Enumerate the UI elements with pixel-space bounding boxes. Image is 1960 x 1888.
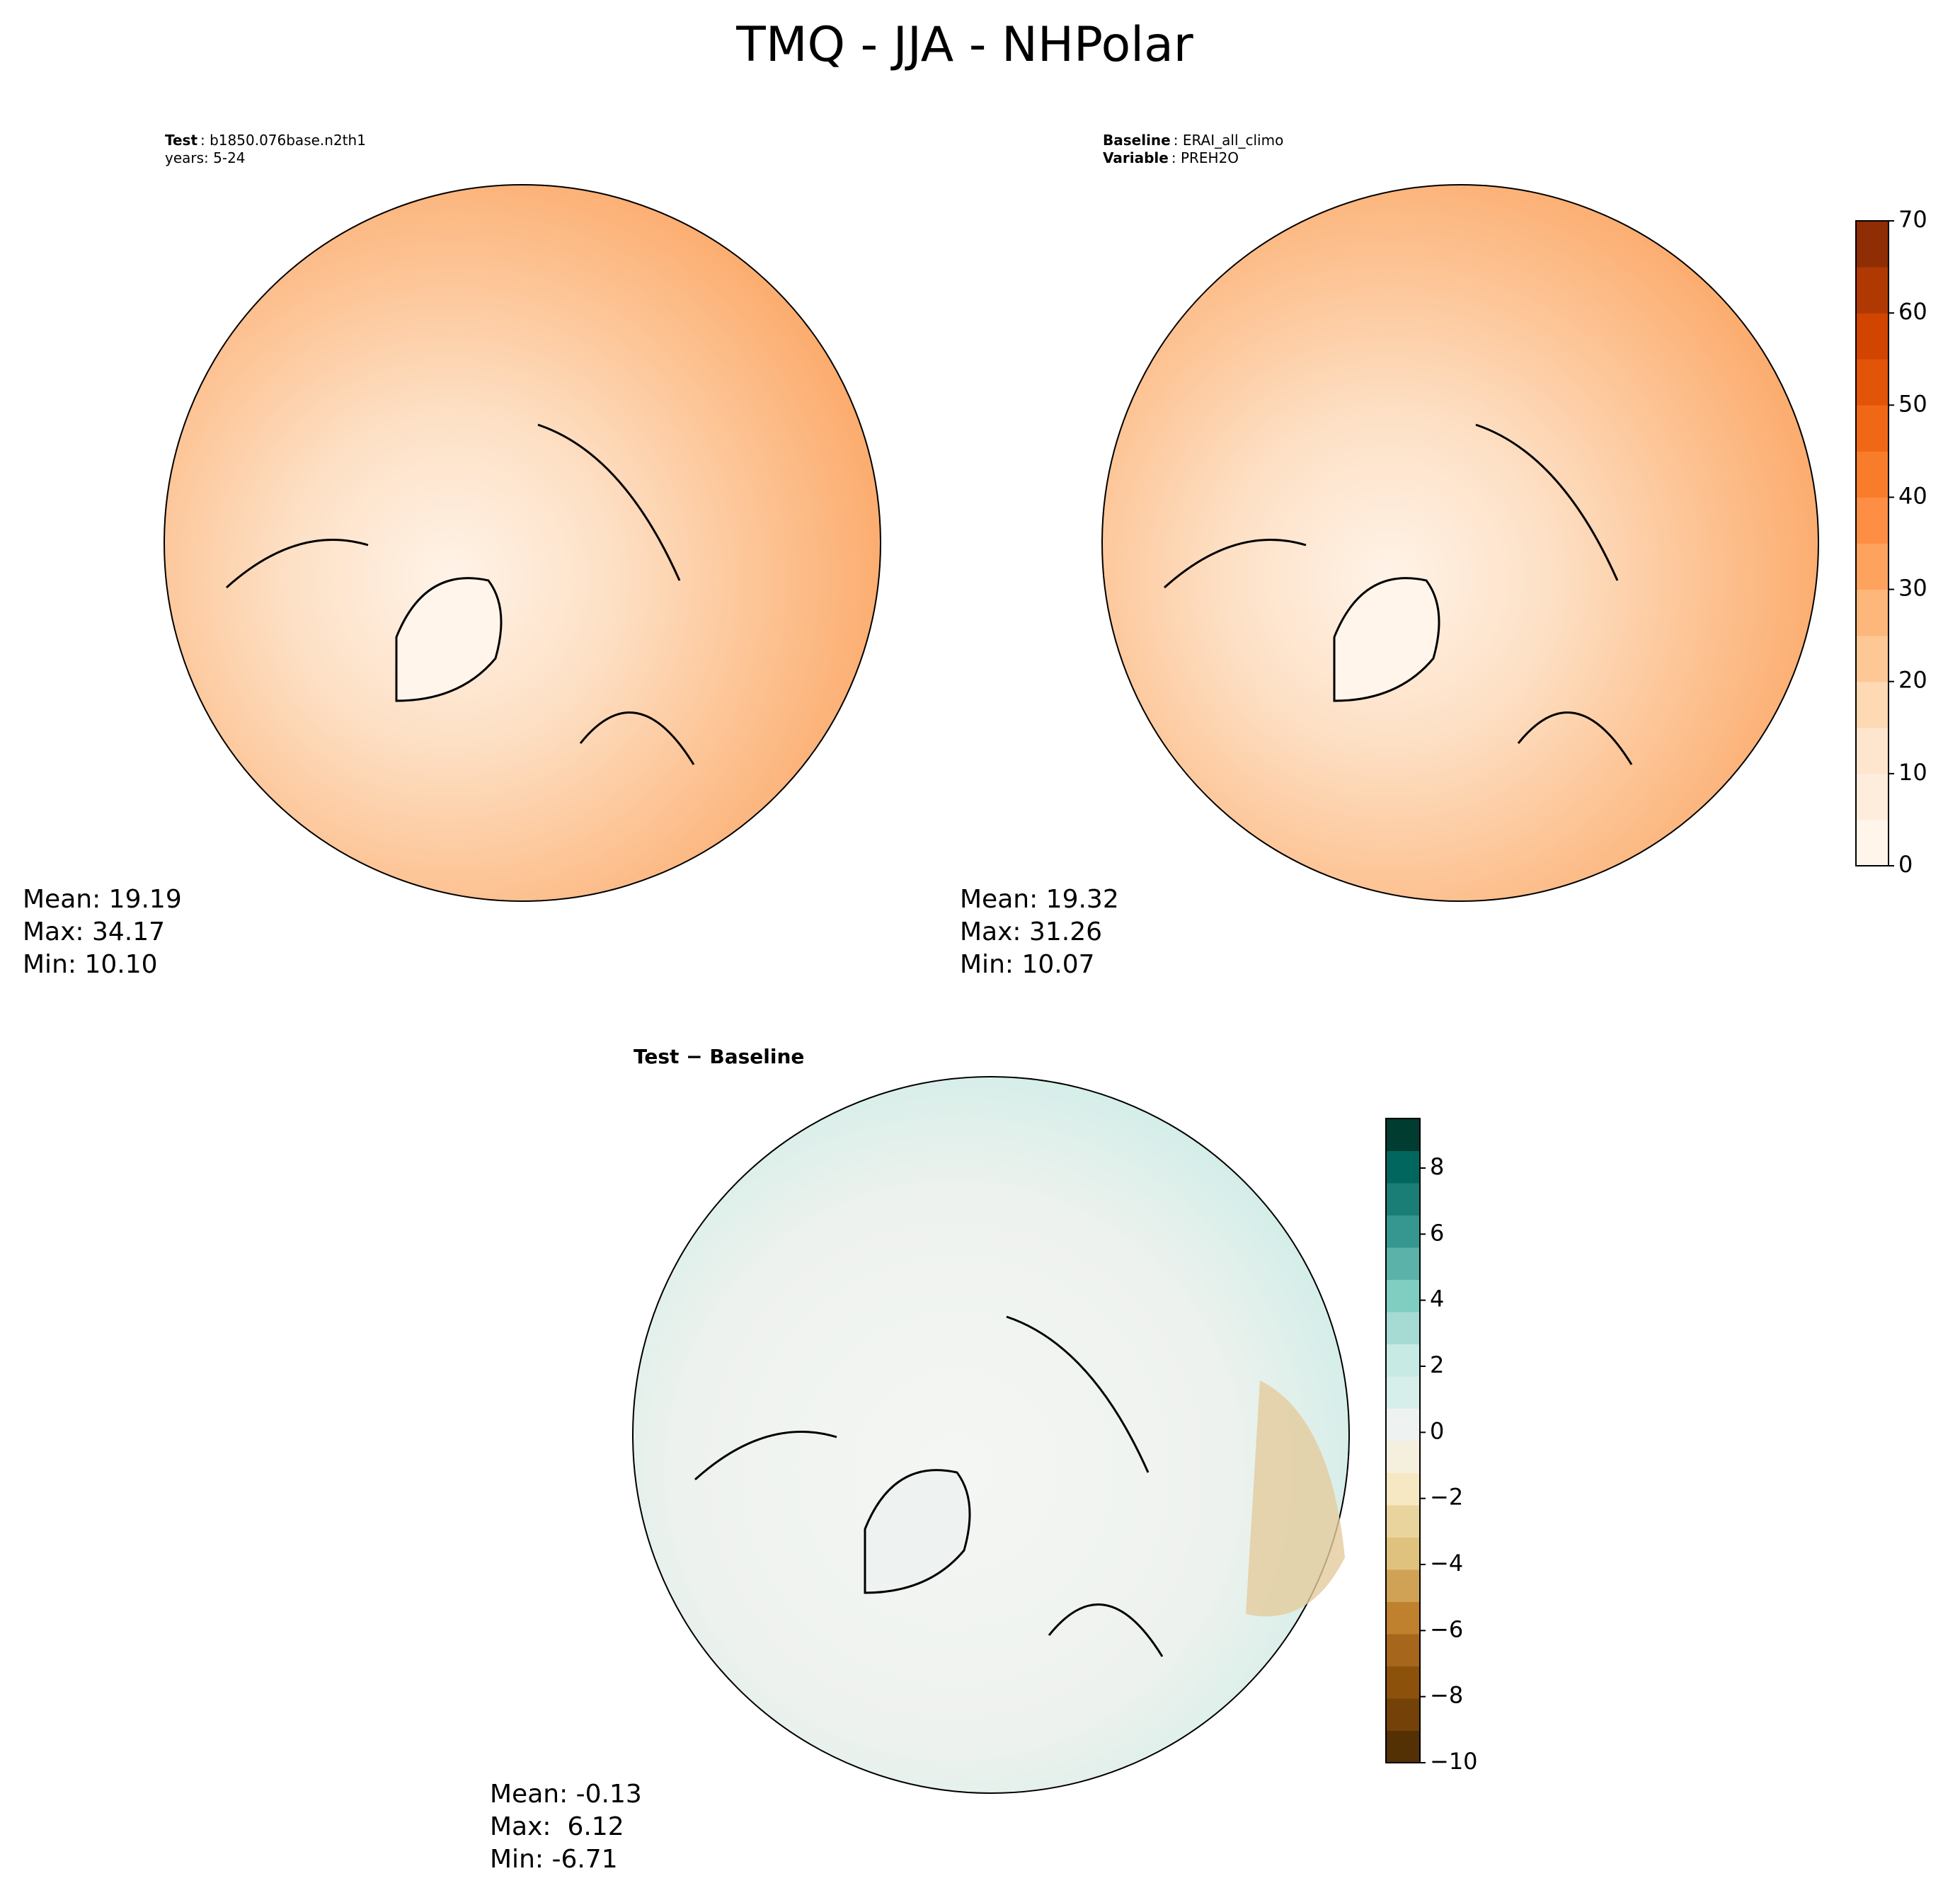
colorbar-tick-label: 0 bbox=[1430, 1417, 1444, 1444]
stat-line: Max: 31.26 bbox=[960, 917, 1102, 946]
map-baseline bbox=[1101, 184, 1819, 902]
colorbar-tick-label: 70 bbox=[1898, 206, 1927, 233]
colorbar-band bbox=[1856, 773, 1889, 820]
colorbar-tick-label: −4 bbox=[1430, 1550, 1463, 1577]
colorbar-band bbox=[1386, 1376, 1420, 1409]
colorbar-band bbox=[1386, 1150, 1420, 1184]
stat-line: Mean: -0.13 bbox=[490, 1780, 642, 1809]
colorbar-frame bbox=[1385, 1118, 1421, 1763]
panel-header: Test − Baseline bbox=[634, 1045, 804, 1068]
colorbar-band bbox=[1856, 451, 1889, 498]
colorbar-tick-label: 8 bbox=[1430, 1153, 1444, 1180]
colorbar-tick-label: 6 bbox=[1430, 1219, 1444, 1246]
colorbar-band bbox=[1856, 635, 1889, 682]
colorbar-tick-label: −2 bbox=[1430, 1484, 1463, 1511]
colorbar-band bbox=[1386, 1569, 1420, 1602]
panel-header: Variable: PREH2O bbox=[1103, 149, 1239, 166]
stat-line: Min: -6.71 bbox=[490, 1845, 618, 1874]
colorbar-band bbox=[1856, 543, 1889, 590]
stat-line: Min: 10.07 bbox=[960, 950, 1095, 979]
colorbar-band bbox=[1386, 1441, 1420, 1473]
stat-line: Min: 10.10 bbox=[23, 950, 158, 979]
colorbar-tick-label: 50 bbox=[1898, 390, 1927, 417]
header-label: Test − Baseline bbox=[634, 1045, 804, 1068]
stat-line: Mean: 19.32 bbox=[960, 885, 1119, 914]
stat-line: Max: 6.12 bbox=[490, 1812, 624, 1841]
colorbar-tick-label: 30 bbox=[1898, 575, 1927, 602]
map-difference bbox=[632, 1076, 1350, 1794]
colorbar-band bbox=[1856, 497, 1889, 544]
colorbar-band bbox=[1856, 589, 1889, 636]
panel-header: Baseline: ERAI_all_climo bbox=[1103, 132, 1283, 149]
colorbar-tick-label: 20 bbox=[1898, 667, 1927, 694]
panel-header: years: 5-24 bbox=[165, 149, 246, 166]
colorbar-band bbox=[1856, 727, 1889, 774]
header-label: Variable bbox=[1103, 149, 1169, 166]
colorbar-band bbox=[1386, 1634, 1420, 1666]
colorbar-tick-label: 0 bbox=[1898, 851, 1913, 878]
stat-line: Mean: 19.19 bbox=[23, 885, 182, 914]
colorbar-band bbox=[1386, 1344, 1420, 1377]
colorbar-band bbox=[1856, 267, 1889, 314]
colorbar-band bbox=[1386, 1537, 1420, 1570]
colorbar-band bbox=[1386, 1312, 1420, 1344]
map-test bbox=[164, 184, 881, 902]
header-label: Baseline bbox=[1103, 132, 1171, 149]
colorbar-band bbox=[1856, 221, 1889, 268]
header-label: Test bbox=[165, 132, 197, 149]
colorbar-band bbox=[1386, 1408, 1420, 1441]
colorbar-band bbox=[1856, 359, 1889, 406]
stat-line: Max: 34.17 bbox=[23, 917, 165, 946]
panel-header: Test: b1850.076base.n2th1 bbox=[165, 132, 366, 149]
colorbar-band bbox=[1386, 1698, 1420, 1731]
colorbar-band bbox=[1386, 1601, 1420, 1635]
colorbar-tick-label: 2 bbox=[1430, 1351, 1444, 1378]
colorbar-band bbox=[1856, 313, 1889, 360]
header-text: years: 5-24 bbox=[165, 149, 246, 166]
colorbar-band bbox=[1386, 1505, 1420, 1538]
colorbar-band bbox=[1386, 1247, 1420, 1280]
colorbar-band bbox=[1856, 819, 1889, 866]
header-text: : ERAI_all_climo bbox=[1174, 132, 1284, 149]
colorbar-tick-label: −10 bbox=[1430, 1748, 1478, 1775]
colorbar-band bbox=[1856, 681, 1889, 728]
colorbar-band bbox=[1386, 1279, 1420, 1312]
colorbar-tick-label: 40 bbox=[1898, 482, 1927, 509]
colorbar-tick-label: 4 bbox=[1430, 1286, 1444, 1312]
colorbar-frame bbox=[1855, 220, 1889, 866]
colorbar-band bbox=[1386, 1730, 1420, 1763]
header-text: : PREH2O bbox=[1171, 149, 1239, 166]
figure-title: TMQ - JJA - NHPolar bbox=[735, 17, 1193, 73]
header-text: : b1850.076base.n2th1 bbox=[200, 132, 366, 149]
colorbar-tick-label: 60 bbox=[1898, 298, 1927, 325]
colorbar-band bbox=[1386, 1183, 1420, 1215]
colorbar-band bbox=[1386, 1472, 1420, 1506]
colorbar-band bbox=[1386, 1215, 1420, 1248]
colorbar-tick-label: −8 bbox=[1430, 1682, 1463, 1709]
colorbar-band bbox=[1386, 1119, 1420, 1151]
colorbar-band bbox=[1386, 1666, 1420, 1699]
colorbar-tick-label: −6 bbox=[1430, 1615, 1463, 1642]
colorbar-band bbox=[1856, 405, 1889, 452]
colorbar-tick-label: 10 bbox=[1898, 759, 1927, 786]
